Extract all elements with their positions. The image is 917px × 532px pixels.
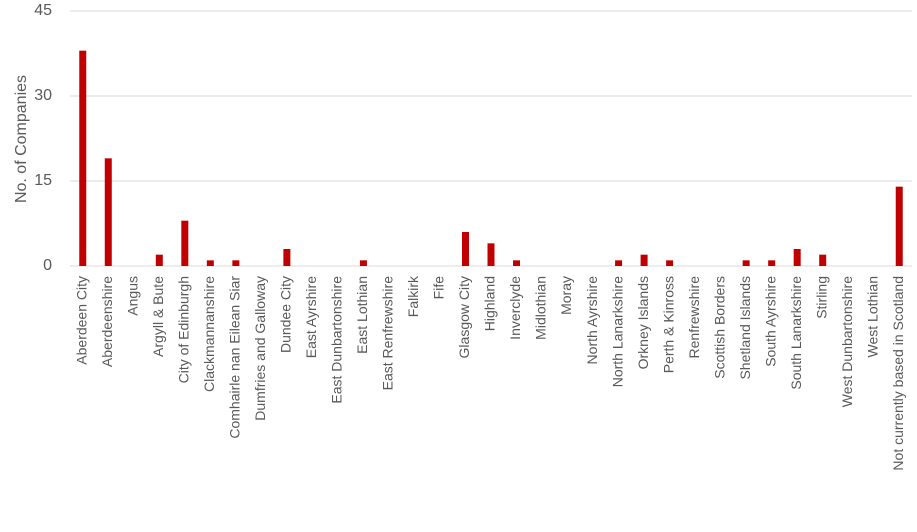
bar [232, 260, 240, 266]
bar [895, 186, 903, 266]
bar [461, 232, 469, 266]
y-tick-label: 15 [34, 172, 52, 189]
x-tick-label: Midlothian [533, 276, 549, 340]
x-tick-label: Falkirk [405, 275, 421, 317]
x-tick-label: East Renfrewshire [380, 276, 396, 391]
bar [615, 260, 623, 266]
x-tick-label: Argyll & Bute [150, 276, 166, 357]
x-tick-label: Scottish Borders [711, 276, 727, 379]
bar [359, 260, 367, 266]
x-tick-label: West Dunbartonshire [839, 276, 855, 407]
bar [487, 243, 495, 266]
x-tick-label: Comhairle nan Eilean Siar [227, 276, 243, 439]
x-tick-label: Dumfries and Galloway [252, 276, 268, 421]
x-tick-label: Angus [124, 276, 140, 316]
y-tick-label: 30 [34, 87, 52, 104]
x-tick-label: East Dunbartonshire [329, 276, 345, 404]
x-tick-label: Shetland Islands [737, 276, 753, 380]
x-tick-label: Moray [558, 276, 574, 315]
bar [283, 249, 291, 266]
x-tick-label: North Lanarkshire [609, 276, 625, 387]
bar [640, 254, 648, 266]
x-tick-label: East Lothian [354, 276, 370, 354]
x-tick-label: Renfrewshire [686, 276, 702, 359]
x-tick-label: South Lanarkshire [788, 276, 804, 390]
x-tick-label: Clackmannanshire [201, 276, 217, 392]
y-tick-label: 0 [43, 257, 52, 274]
bar [155, 254, 163, 266]
x-tick-label: Dundee City [278, 276, 294, 353]
x-tick-label: Aberdeen City [73, 276, 89, 365]
x-tick-label: Not currently based in Scotland [890, 276, 906, 471]
bar [513, 260, 521, 266]
bar [819, 254, 827, 266]
x-tick-label: North Ayrshire [584, 276, 600, 365]
x-tick-label: City of Edinburgh [176, 276, 192, 383]
bar [666, 260, 674, 266]
x-tick-label: East Ayrshire [303, 276, 319, 358]
x-tick-label: Highland [482, 276, 498, 331]
x-tick-label: Perth & Kinross [660, 276, 676, 373]
x-tick-label: Stirling [813, 276, 829, 319]
y-tick-label: 45 [34, 2, 52, 19]
bar [793, 249, 801, 266]
bar [181, 220, 189, 266]
bar [742, 260, 750, 266]
x-tick-label: Inverclyde [507, 276, 523, 340]
bar [104, 158, 112, 266]
x-tick-label: Orkney Islands [635, 276, 651, 369]
bar [79, 50, 87, 266]
bar [206, 260, 214, 266]
bar [768, 260, 776, 266]
x-tick-label: Fife [431, 276, 447, 300]
y-axis-label: No. of Companies [13, 75, 30, 203]
x-tick-label: Aberdeenshire [99, 276, 115, 367]
x-tick-label: South Ayrshire [762, 276, 778, 367]
x-tick-label: Glasgow City [456, 276, 472, 358]
x-tick-label: West Lothian [864, 276, 880, 357]
